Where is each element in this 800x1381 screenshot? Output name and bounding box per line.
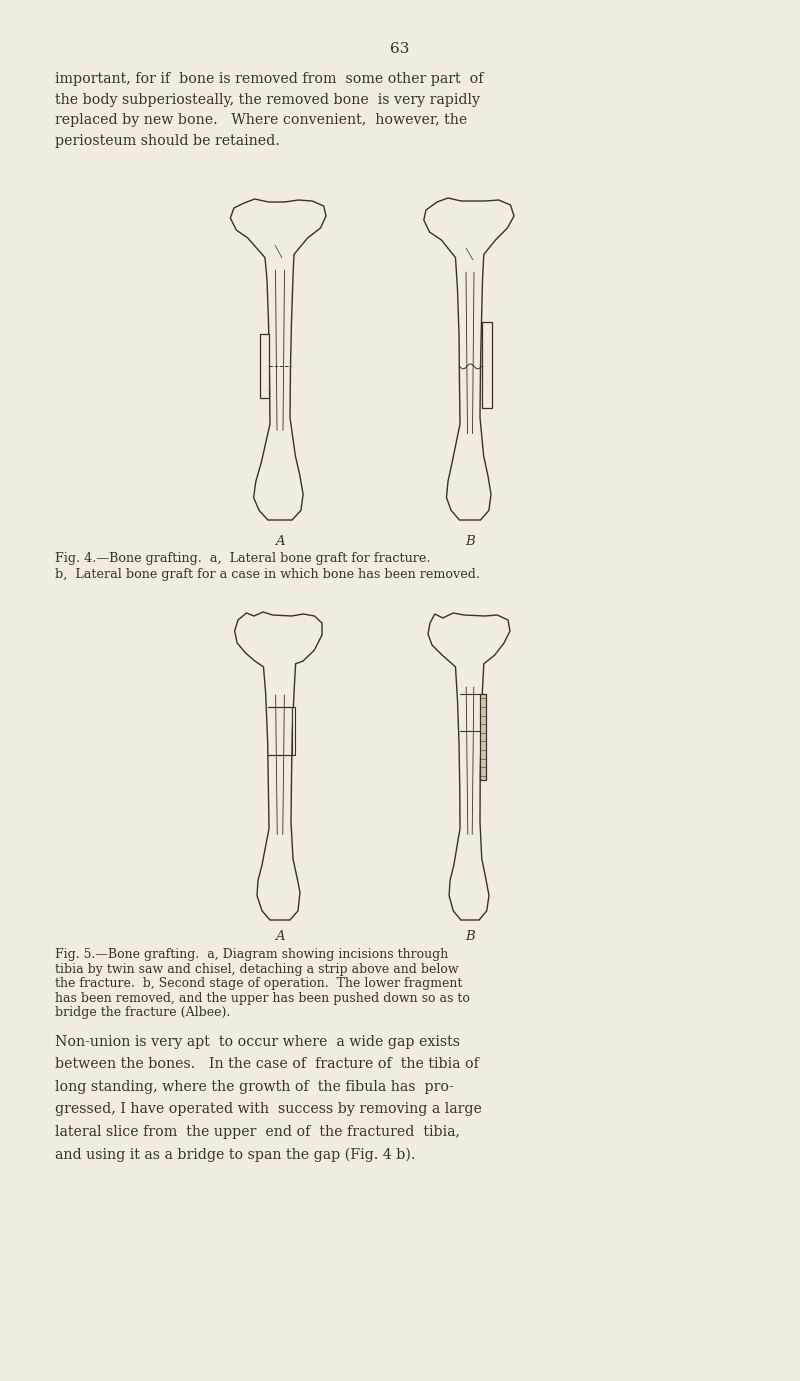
Text: gressed, I have operated with  success by removing a large: gressed, I have operated with success by…	[55, 1102, 482, 1116]
Text: important, for if  bone is removed from  some other part  of
the body subperiost: important, for if bone is removed from s…	[55, 72, 483, 148]
Text: between the bones.   In the case of  fracture of  the tibia of: between the bones. In the case of fractu…	[55, 1058, 479, 1072]
Text: bridge the fracture (Albee).: bridge the fracture (Albee).	[55, 1005, 230, 1019]
Text: B: B	[465, 534, 475, 548]
Text: lateral slice from  the upper  end of  the fractured  tibia,: lateral slice from the upper end of the …	[55, 1126, 460, 1139]
Text: the fracture.  b, Second stage of operation.  The lower fragment: the fracture. b, Second stage of operati…	[55, 976, 462, 990]
Text: Non-union is very apt  to occur where  a wide gap exists: Non-union is very apt to occur where a w…	[55, 1034, 460, 1050]
Text: Fig. 5.—Bone grafting.  a, Diagram showing incisions through: Fig. 5.—Bone grafting. a, Diagram showin…	[55, 947, 448, 961]
Polygon shape	[424, 197, 514, 521]
Text: B: B	[465, 929, 475, 943]
Text: long standing, where the growth of  the fibula has  pro-: long standing, where the growth of the f…	[55, 1080, 454, 1094]
Text: has been removed, and the upper has been pushed down so as to: has been removed, and the upper has been…	[55, 992, 470, 1004]
Text: A: A	[275, 929, 285, 943]
Text: tibia by twin saw and chisel, detaching a strip above and below: tibia by twin saw and chisel, detaching …	[55, 963, 458, 975]
Text: b,  Lateral bone graft for a case in which bone has been removed.: b, Lateral bone graft for a case in whic…	[55, 568, 480, 581]
Polygon shape	[482, 322, 491, 407]
Text: Fig. 4.—Bone grafting.  a,  Lateral bone graft for fracture.: Fig. 4.—Bone grafting. a, Lateral bone g…	[55, 552, 430, 565]
Polygon shape	[428, 613, 510, 920]
Polygon shape	[480, 695, 486, 780]
Text: A: A	[275, 534, 285, 548]
Polygon shape	[234, 612, 322, 920]
Polygon shape	[230, 199, 326, 521]
Polygon shape	[259, 334, 269, 398]
Text: and using it as a bridge to span the gap (Fig. 4 b).: and using it as a bridge to span the gap…	[55, 1148, 415, 1161]
Polygon shape	[291, 707, 295, 755]
Text: 63: 63	[390, 41, 410, 57]
